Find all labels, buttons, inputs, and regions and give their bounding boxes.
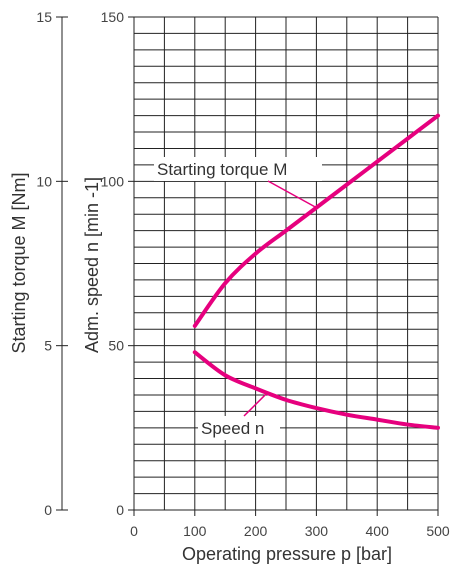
speed-tick-label: 50 (108, 338, 124, 354)
series-label-leader (267, 180, 317, 209)
speed-tick-label: 150 (101, 9, 125, 25)
x-tick-label: 300 (305, 523, 329, 539)
series-label-starting-torque: Starting torque M (157, 160, 287, 179)
x-tick-label: 100 (183, 523, 207, 539)
torque-axis-title: Starting torque M [Nm] (9, 172, 29, 353)
grid (133, 16, 439, 511)
x-tick-label: 400 (366, 523, 390, 539)
series-speed-n-line (192, 350, 440, 430)
torque-tick-label: 5 (44, 338, 52, 354)
series-layer (192, 113, 440, 430)
series-label-bg (198, 416, 280, 440)
series-label-bg (154, 157, 322, 181)
torque-tick-label: 0 (44, 502, 52, 518)
axes (56, 16, 439, 516)
x-axis-title: Operating pressure p [bar] (182, 544, 392, 564)
series-starting-torque-m-line (192, 113, 440, 328)
x-tick-label: 200 (244, 523, 268, 539)
series-label-speed: Speed n (201, 419, 264, 438)
torque-tick-label: 15 (36, 9, 52, 25)
speed-tick-label: 100 (101, 173, 125, 189)
torque-tick-label: 10 (36, 173, 52, 189)
speed-tick-label: 0 (116, 502, 124, 518)
series-label-leader (243, 391, 269, 417)
x-tick-label: 500 (426, 523, 450, 539)
x-tick-label: 0 (130, 523, 138, 539)
speed-axis-title: Adm. speed n [min -1] (82, 177, 102, 353)
